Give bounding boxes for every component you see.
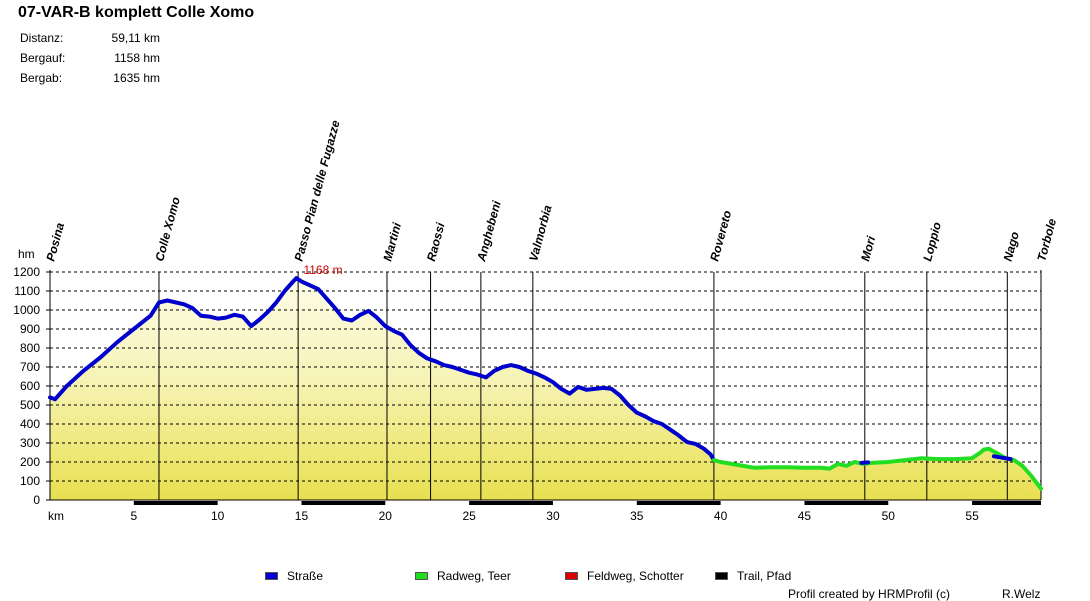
x-tick-label: 35 — [630, 509, 644, 523]
y-tick-label: 1000 — [13, 303, 40, 317]
y-tick-label: 400 — [20, 417, 40, 431]
legend-item-radweg: Radweg, Teer — [415, 569, 511, 583]
x-tick-label: 20 — [379, 509, 393, 523]
y-tick-label: 900 — [20, 322, 40, 336]
legend-item-feldweg: Feldweg, Schotter — [565, 569, 684, 583]
waypoint-label: Valmorbia — [526, 203, 555, 263]
waypoint-label: Passo Pian delle Fugazze — [292, 118, 343, 262]
legend-label-feldweg: Feldweg, Schotter — [587, 569, 684, 583]
y-tick-label: 500 — [20, 398, 40, 412]
km-scale-segment — [972, 501, 1041, 505]
waypoint-label: Martini — [380, 221, 404, 263]
stat-descent-label: Bergab: — [20, 71, 63, 85]
x-tick-label: 5 — [130, 509, 137, 523]
series-line-overlay — [859, 460, 871, 465]
km-scale-segment — [133, 501, 218, 505]
x-tick-label: 10 — [211, 509, 225, 523]
x-axis-unit-label: km — [48, 509, 64, 523]
km-scale-segment — [301, 501, 386, 505]
legend-label-radweg: Radweg, Teer — [437, 569, 511, 583]
series-line-overlay — [991, 454, 1013, 462]
chart-title: 07-VAR-B komplett Colle Xomo — [18, 4, 255, 21]
x-tick-label: 45 — [798, 509, 812, 523]
legend-swatch-feldweg — [565, 572, 578, 580]
y-tick-label: 700 — [20, 360, 40, 374]
y-tick-label: 1100 — [14, 284, 40, 298]
y-tick-label: 0 — [33, 493, 40, 507]
y-tick-label: 100 — [20, 474, 40, 488]
km-scale-segment — [636, 501, 721, 505]
x-tick-label: 30 — [546, 509, 560, 523]
stat-ascent-label: Bergauf: — [20, 51, 66, 65]
legend-swatch-trail — [715, 572, 728, 580]
y-tick-label: 200 — [20, 455, 40, 469]
legend-item-trail: Trail, Pfad — [715, 569, 791, 583]
series-line — [711, 446, 1043, 491]
legend-label-trail: Trail, Pfad — [737, 569, 792, 583]
km-scale-segment — [804, 501, 889, 505]
y-axis-unit-label: hm — [18, 247, 35, 261]
waypoint-label: Posina — [43, 221, 67, 263]
x-tick-label: 40 — [714, 509, 728, 523]
legend-swatch-radweg — [415, 572, 428, 580]
legend-item-strasse: Straße — [265, 569, 323, 583]
y-tick-label: 600 — [20, 379, 40, 393]
x-tick-label: 50 — [882, 509, 896, 523]
waypoint-label: Raossi — [424, 220, 448, 262]
x-tick-label: 25 — [462, 509, 476, 523]
max-elevation-label: 1168 m — [303, 263, 342, 277]
stat-distance-label: Distanz: — [20, 31, 64, 45]
footer-credit: Profil created by HRMProfil (c) — [788, 587, 951, 601]
waypoint-label: Nago — [1001, 230, 1022, 263]
km-scale-segment — [469, 501, 553, 505]
stat-ascent-value: 1158 hm — [114, 51, 160, 65]
waypoint-label: Mori — [858, 234, 878, 263]
y-tick-label: 800 — [20, 341, 40, 355]
legend-label-strasse: Straße — [287, 569, 324, 583]
waypoint-label: Torbole — [1034, 217, 1059, 263]
series-line — [48, 276, 716, 463]
legend-swatch-strasse — [265, 572, 278, 580]
stat-descent-value: 1635 hm — [113, 71, 160, 85]
x-tick-label: 15 — [295, 509, 309, 523]
waypoint-label: Loppio — [920, 221, 944, 263]
waypoint-label: Anghebeni — [474, 199, 504, 264]
waypoint-label: Rovereto — [707, 209, 734, 263]
y-tick-label: 300 — [20, 436, 40, 450]
footer-author: R.Welz — [1002, 587, 1041, 601]
y-tick-label: 1200 — [13, 265, 40, 279]
waypoint-label: Colle Xomo — [152, 195, 183, 262]
stat-distance-value: 59,11 km — [111, 31, 160, 45]
x-tick-label: 55 — [965, 509, 979, 523]
